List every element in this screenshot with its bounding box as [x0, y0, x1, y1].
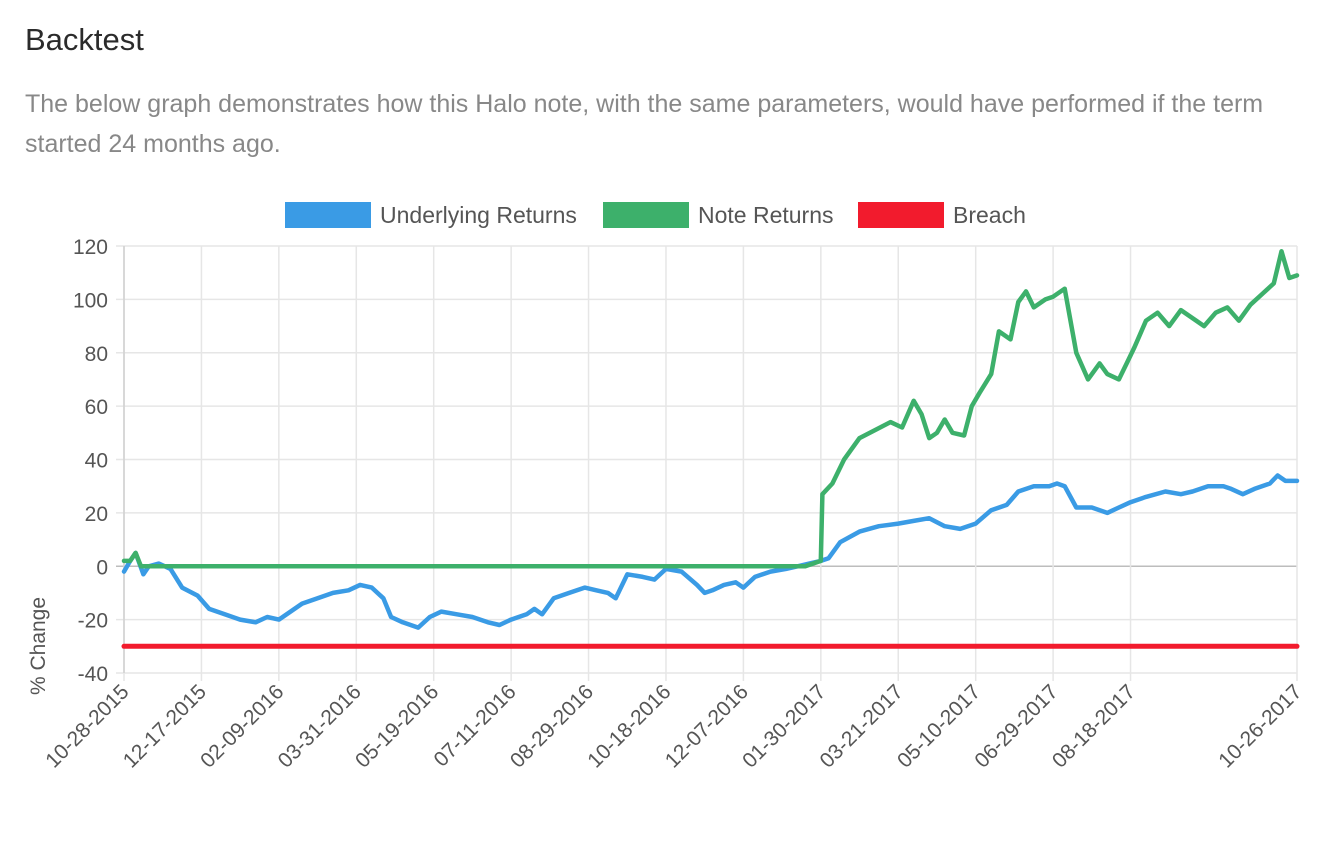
y-axis-label: % Change: [27, 597, 50, 695]
x-tick-label: 10-28-2015: [41, 680, 133, 772]
legend-swatch-breach: [858, 202, 944, 228]
x-tick-label: 05-19-2016: [351, 680, 443, 772]
x-tick-label: 08-18-2017: [1048, 680, 1140, 772]
y-tick-label: 80: [85, 343, 108, 366]
series-line-note-returns: [121, 249, 1300, 569]
legend-label: Breach: [953, 202, 1026, 228]
chart-legend: Underlying Returns Note Returns Breach: [285, 202, 1026, 228]
y-tick-label: 0: [96, 556, 108, 579]
x-tick-label: 10-26-2017: [1214, 680, 1306, 772]
x-tick-label: 02-09-2016: [196, 680, 288, 772]
legend-swatch-underlying-returns: [285, 202, 371, 228]
x-tick-label: 12-17-2015: [119, 680, 211, 772]
y-tick-label: 40: [85, 450, 108, 473]
series-line-underlying-returns: [121, 473, 1300, 630]
x-tick-label: 05-10-2017: [893, 680, 985, 772]
legend-label: Underlying Returns: [380, 202, 577, 228]
y-tick-label: 100: [73, 289, 108, 312]
x-tick-label: 03-31-2016: [274, 680, 366, 772]
x-tick-label: 03-21-2017: [816, 680, 908, 772]
x-tick-label: 06-29-2017: [970, 680, 1062, 772]
chart-series: [121, 249, 1300, 649]
x-axis: 10-28-201512-17-201502-09-201603-31-2016…: [41, 680, 1306, 772]
y-axis: 120 100 80 60 40 20 0 -20 -40: [73, 236, 108, 686]
y-tick-label: 20: [85, 503, 108, 526]
backtest-chart: Underlying Returns Note Returns Breach 120…: [0, 186, 1344, 846]
section-title: Backtest: [25, 22, 144, 57]
section-description: The below graph demonstrates how this Ha…: [25, 90, 1264, 158]
legend-label: Note Returns: [698, 202, 834, 228]
chart-grid: [116, 245, 1298, 681]
x-tick-label: 01-30-2017: [738, 680, 830, 772]
legend-swatch-note-returns: [603, 202, 689, 228]
y-tick-label: 60: [85, 396, 108, 419]
chart-svg: Underlying Returns Note Returns Breach 120…: [27, 202, 1307, 772]
y-tick-label: -20: [78, 610, 108, 633]
y-tick-label: 120: [73, 236, 108, 259]
y-tick-label: -40: [78, 663, 108, 686]
x-tick-label: 12-07-2016: [661, 680, 753, 772]
x-tick-label: 08-29-2016: [506, 680, 598, 772]
x-tick-label: 10-18-2016: [583, 680, 675, 772]
